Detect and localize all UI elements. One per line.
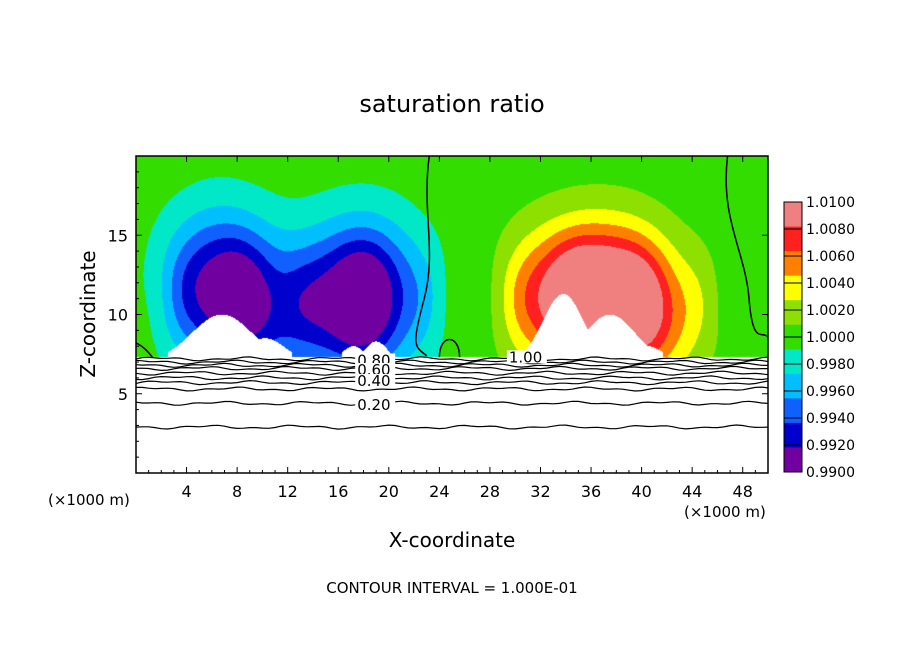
contour-label: 0.40 — [357, 372, 390, 390]
contour-line — [136, 386, 769, 392]
x-tick-label: 36 — [581, 482, 601, 501]
colorbar-swatch — [784, 398, 802, 424]
contour-line — [135, 400, 769, 406]
colorbar-label: 0.9900 — [806, 465, 855, 481]
contour-label-background — [355, 397, 396, 411]
x-tick-label: 24 — [429, 482, 449, 501]
saturation-field-image — [136, 156, 768, 473]
plot-area: 0.800.600.400.201.00 — [135, 155, 769, 474]
contour-label-background — [355, 374, 396, 388]
contour-line — [135, 359, 769, 365]
contour-line — [135, 365, 768, 372]
x-tick-label: 4 — [181, 482, 191, 501]
contour-lines — [135, 155, 769, 430]
colorbar-label: 1.0020 — [806, 303, 855, 319]
colorbar-swatch — [784, 300, 802, 326]
x-tick-label: 44 — [682, 482, 702, 501]
x-unit-label-left: (×1000 m) — [48, 491, 130, 509]
colorbar: 1.0100 1.0080 1.0060 1.0040 1.0020 1.0000 0.99… — [783, 195, 855, 481]
colorbar-label: 0.9980 — [806, 357, 855, 373]
colorbar-label: 1.0000 — [806, 330, 855, 346]
colorbar-swatch — [784, 447, 802, 473]
y-tick-label: 10 — [108, 306, 128, 325]
colorbar-swatch — [784, 202, 802, 228]
contour-label: 1.00 — [509, 348, 542, 366]
colorbar-label: 1.0100 — [806, 195, 855, 211]
colorbar-label: 0.9920 — [806, 438, 855, 454]
colorbar-swatch — [784, 251, 802, 277]
contour-line — [135, 424, 769, 430]
chart-title: saturation ratio — [359, 90, 544, 118]
colorbar-label: 0.9940 — [806, 411, 855, 427]
contour-label: 0.20 — [357, 396, 390, 414]
x-tick-label: 32 — [530, 482, 550, 501]
contour-line-1.00 — [135, 342, 154, 358]
contour-line-1.00 — [438, 338, 461, 358]
x-axis-ticks: 4 8 12 16 20 24 28 32 36 40 44 48 — [148, 156, 756, 501]
contour-label-background — [506, 350, 547, 364]
contour-interval-note: CONTOUR INTERVAL = 1.000E-01 — [326, 579, 577, 597]
contour-line — [135, 379, 769, 386]
colorbar-label: 1.0040 — [806, 276, 855, 292]
x-tick-label: 28 — [480, 482, 500, 501]
colorbar-swatch — [784, 226, 802, 252]
colorbar-label: 1.0060 — [806, 249, 855, 265]
colorbar-label: 1.0080 — [806, 222, 855, 238]
x-axis-label: X-coordinate — [389, 528, 516, 552]
contour-line — [135, 370, 769, 376]
x-tick-label: 48 — [733, 482, 753, 501]
y-tick-label: 5 — [118, 385, 128, 404]
contour-label-background — [355, 362, 396, 376]
x-unit-label-right: (×1000 m) — [684, 503, 766, 521]
colorbar-swatch — [784, 349, 802, 375]
contour-line — [135, 362, 769, 368]
contour-labels: 0.800.600.400.201.00 — [355, 348, 547, 414]
x-tick-label: 8 — [232, 482, 242, 501]
y-tick-label: 15 — [108, 226, 128, 245]
y-axis-label: Z-coordinate — [76, 250, 100, 377]
colorbar-swatch — [784, 275, 802, 301]
contour-line-1.00 — [725, 155, 769, 338]
colorbar-label: 0.9960 — [806, 384, 855, 400]
x-tick-label: 20 — [379, 482, 399, 501]
x-tick-label: 16 — [328, 482, 348, 501]
colorbar-swatch — [784, 422, 802, 448]
x-tick-label: 40 — [631, 482, 651, 501]
x-tick-label: 12 — [278, 482, 298, 501]
contour-line — [135, 356, 769, 362]
y-axis-ticks: 5 10 15 — [108, 171, 768, 458]
colorbar-swatch — [784, 373, 802, 399]
contour-line-1.00 — [415, 155, 431, 357]
contour-line — [135, 375, 769, 381]
